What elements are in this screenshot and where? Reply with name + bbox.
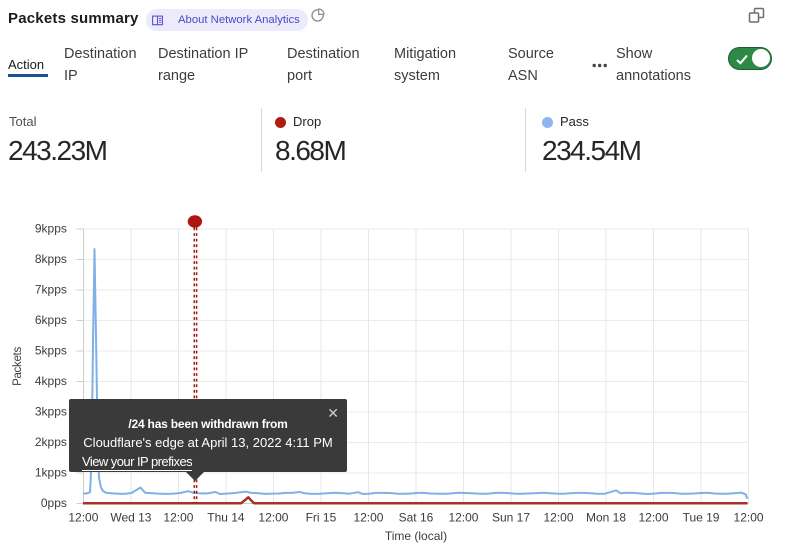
svg-text:12:00: 12:00 [543, 511, 573, 525]
svg-text:8kpps: 8kpps [35, 252, 67, 266]
svg-text:12:00: 12:00 [734, 511, 764, 525]
svg-text:Time (local): Time (local) [385, 529, 447, 543]
svg-text:12:00: 12:00 [68, 511, 98, 525]
svg-text:12:00: 12:00 [639, 511, 669, 525]
svg-text:Wed 13: Wed 13 [110, 511, 151, 525]
svg-text:12:00: 12:00 [353, 511, 383, 525]
svg-text:Sat 16: Sat 16 [399, 511, 434, 525]
svg-text:5kpps: 5kpps [35, 344, 67, 358]
svg-text:12:00: 12:00 [448, 511, 478, 525]
svg-text:1kpps: 1kpps [35, 466, 67, 480]
svg-text:12:00: 12:00 [258, 511, 288, 525]
svg-text:9kpps: 9kpps [35, 222, 67, 236]
svg-text:0pps: 0pps [41, 496, 67, 510]
svg-text:Tue 19: Tue 19 [683, 511, 720, 525]
svg-text:Mon 18: Mon 18 [586, 511, 626, 525]
svg-text:Thu 14: Thu 14 [207, 511, 245, 525]
svg-text:3kpps: 3kpps [35, 405, 67, 419]
svg-text:Sun 17: Sun 17 [492, 511, 530, 525]
svg-text:4kpps: 4kpps [35, 374, 67, 388]
svg-text:Fri 15: Fri 15 [306, 511, 337, 525]
svg-text:6kpps: 6kpps [35, 313, 67, 327]
svg-text:2kpps: 2kpps [35, 435, 67, 449]
svg-text:7kpps: 7kpps [35, 283, 67, 297]
svg-text:Packets: Packets [12, 347, 24, 386]
svg-text:12:00: 12:00 [163, 511, 193, 525]
